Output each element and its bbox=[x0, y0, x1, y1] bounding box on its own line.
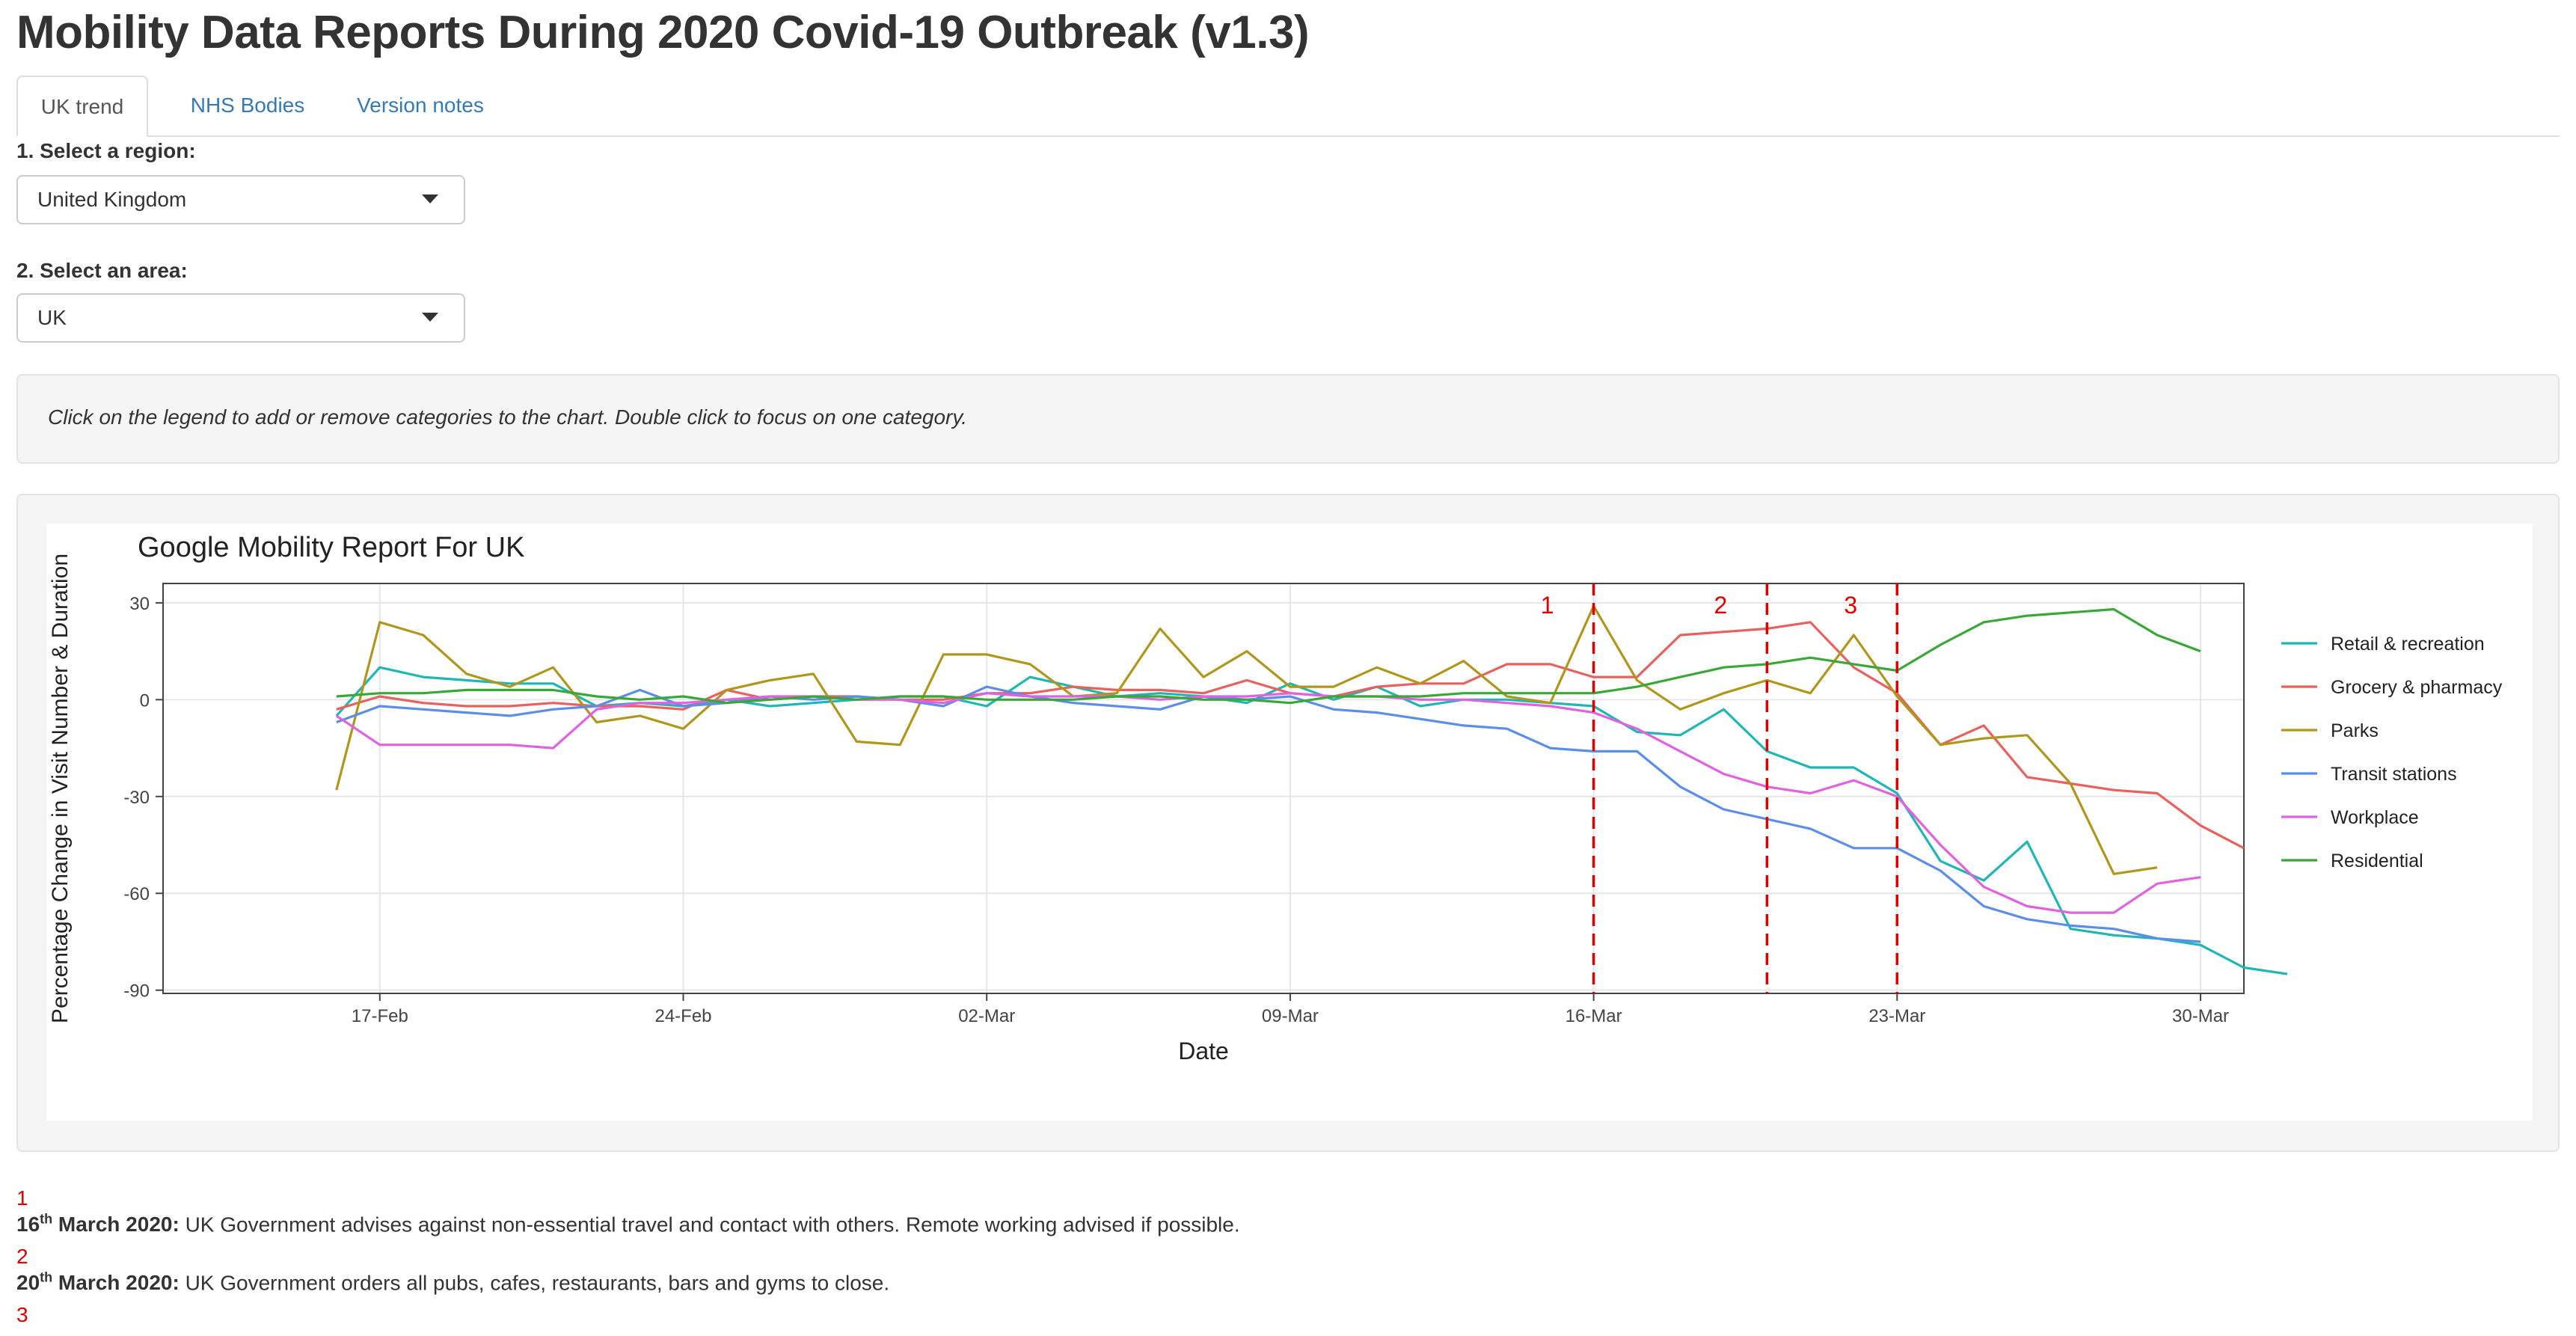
chevron-down-icon bbox=[422, 194, 438, 203]
y-tick-label: -30 bbox=[123, 788, 150, 808]
help-text: Click on the legend to add or remove cat… bbox=[48, 405, 968, 429]
help-panel: Click on the legend to add or remove cat… bbox=[16, 374, 2560, 464]
y-tick-label: -90 bbox=[123, 981, 150, 1002]
event-label: 3 bbox=[1844, 592, 1857, 619]
series-line-5 bbox=[336, 607, 2201, 705]
note-2-text: 20th March 2020: UK Government orders al… bbox=[16, 1270, 889, 1295]
event-markers: 1 2 3 bbox=[1541, 583, 1899, 993]
x-tick-label: 16-Mar bbox=[1565, 1006, 1622, 1026]
x-tick-label: 23-Mar bbox=[1868, 1006, 1925, 1026]
x-axis-label: Date bbox=[1178, 1038, 1229, 1064]
event-label: 2 bbox=[1714, 592, 1728, 619]
legend-item[interactable]: Residential bbox=[2331, 851, 2423, 871]
note-1-marker: 1 bbox=[16, 1186, 28, 1210]
chart-panel: Google Mobility Report For UK 30 0 -30 -60 -… bbox=[16, 494, 2560, 1152]
series-line-3 bbox=[336, 685, 2201, 943]
y-axis-label: Percentage Change in Visit Number & Dura… bbox=[48, 554, 73, 1023]
x-tick-label: 09-Mar bbox=[1262, 1006, 1319, 1026]
x-axis: 17-Feb 24-Feb 02-Mar 09-Mar 16-Mar 23-Mar 30-M… bbox=[352, 993, 2229, 1026]
note-1-day: 16 bbox=[16, 1213, 40, 1237]
note-1-suffix: th bbox=[40, 1212, 53, 1227]
area-select[interactable]: UK bbox=[16, 293, 465, 343]
tab-bar: UK trend NHS Bodies Version notes bbox=[16, 76, 2560, 137]
region-select[interactable]: United Kingdom bbox=[16, 175, 465, 224]
note-2-suffix: th bbox=[40, 1270, 53, 1285]
chart-grid bbox=[163, 583, 2244, 993]
chart-container: Google Mobility Report For UK 30 0 -30 -60 -… bbox=[46, 524, 2533, 1121]
tab-version-notes[interactable]: Version notes bbox=[357, 94, 484, 117]
mobility-chart: Google Mobility Report For UK 30 0 -30 -60 -… bbox=[48, 532, 2503, 1064]
y-tick-label: 0 bbox=[140, 690, 150, 711]
note-1-text: 16th March 2020: UK Government advises a… bbox=[16, 1212, 1240, 1237]
legend-item[interactable]: Retail & recreation bbox=[2331, 634, 2485, 655]
chart-title: Google Mobility Report For UK bbox=[138, 532, 524, 563]
note-2-day: 20 bbox=[16, 1271, 40, 1295]
plot-frame bbox=[162, 583, 2245, 994]
tab-uk-trend[interactable]: UK trend bbox=[16, 76, 148, 137]
event-label: 1 bbox=[1541, 592, 1554, 619]
series-line-4 bbox=[335, 692, 2201, 914]
note-2-date: March 2020: bbox=[52, 1271, 180, 1295]
x-tick-label: 24-Feb bbox=[654, 1006, 711, 1026]
region-label: 1. Select a region: bbox=[16, 139, 196, 162]
x-tick-label: 30-Mar bbox=[2172, 1006, 2229, 1026]
x-tick-label: 02-Mar bbox=[958, 1006, 1015, 1026]
page-title: Mobility Data Reports During 2020 Covid-… bbox=[16, 7, 1310, 58]
region-select-value: United Kingdom bbox=[37, 188, 187, 211]
legend-item[interactable]: Workplace bbox=[2331, 807, 2419, 828]
series-line-0 bbox=[335, 666, 2288, 975]
chart-legend[interactable]: Retail & recreation Grocery & pharmacy Par… bbox=[2281, 634, 2503, 871]
note-2-marker: 2 bbox=[16, 1245, 28, 1268]
series-lines bbox=[335, 604, 2288, 975]
legend-item[interactable]: Parks bbox=[2331, 720, 2379, 741]
note-3-marker: 3 bbox=[16, 1303, 28, 1326]
legend-item[interactable]: Grocery & pharmacy bbox=[2331, 677, 2503, 698]
tab-nhs-bodies[interactable]: NHS Bodies bbox=[190, 94, 305, 117]
chevron-down-icon bbox=[422, 313, 438, 322]
note-1-body: UK Government advises against non-essent… bbox=[179, 1213, 1240, 1237]
note-2-body: UK Government orders all pubs, cafes, re… bbox=[179, 1271, 890, 1295]
note-1-date: March 2020: bbox=[52, 1213, 180, 1237]
y-tick-label: -60 bbox=[123, 884, 150, 904]
y-tick-label: 30 bbox=[129, 594, 150, 614]
area-select-value: UK bbox=[37, 306, 67, 329]
series-line-2 bbox=[335, 604, 2158, 875]
y-axis: 30 0 -30 -60 -90 bbox=[123, 594, 163, 1002]
x-tick-label: 17-Feb bbox=[352, 1006, 408, 1026]
legend-item[interactable]: Transit stations bbox=[2331, 764, 2457, 785]
area-label: 2. Select an area: bbox=[16, 259, 188, 282]
